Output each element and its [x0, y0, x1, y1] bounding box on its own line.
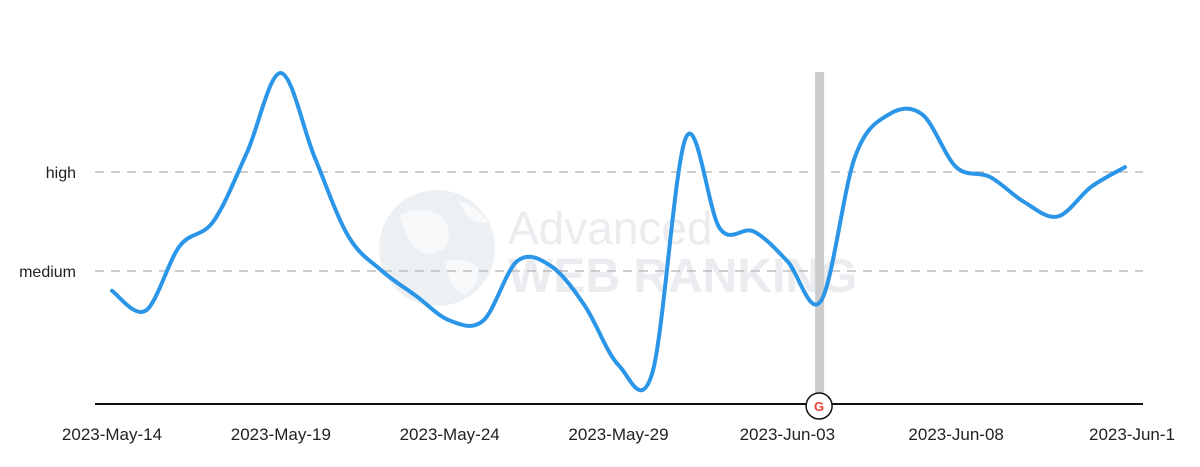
x-axis-labels: 2023-May-14 2023-May-19 2023-May-24 2023-Ma… — [62, 425, 1175, 444]
x-tick-label: 2023-May-29 — [568, 425, 668, 444]
x-tick-label: 2023-May-14 — [62, 425, 162, 444]
update-band — [815, 72, 825, 404]
y-axis-labels: medium high — [19, 165, 76, 281]
globe-icon — [379, 190, 495, 306]
watermark: Advanced WEB RANKING — [379, 190, 857, 306]
x-tick-label: 2023-May-24 — [400, 425, 500, 444]
y-tick-label: medium — [19, 264, 76, 281]
update-band-rect — [815, 72, 825, 404]
watermark-line2: WEB RANKING — [508, 250, 857, 303]
series-layer — [110, 71, 1127, 393]
google-marker-circle — [805, 392, 833, 420]
x-tick-label: 2023-May-19 — [231, 425, 331, 444]
x-tick-label: 2023-Jun-03 — [740, 425, 835, 444]
y-tick-label: high — [46, 165, 76, 182]
x-tick-label: 2023-Jun-1 — [1089, 425, 1175, 444]
series-line — [110, 71, 1127, 393]
google-g-icon: G — [814, 399, 824, 414]
watermark-line1: Advanced — [508, 202, 713, 254]
x-tick-label: 2023-Jun-08 — [908, 425, 1003, 444]
google-update-marker[interactable]: G — [805, 392, 833, 420]
